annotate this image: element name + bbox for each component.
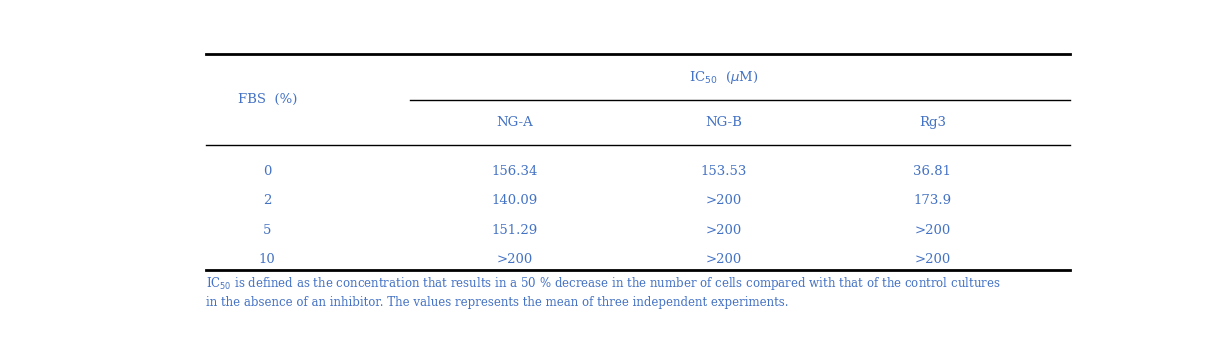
- Text: >200: >200: [915, 253, 950, 266]
- Text: 10: 10: [259, 253, 276, 266]
- Text: >200: >200: [915, 223, 950, 237]
- Text: FBS  (%): FBS (%): [238, 93, 297, 105]
- Text: >200: >200: [705, 253, 742, 266]
- Text: IC$_{50}$  ($\mu$M): IC$_{50}$ ($\mu$M): [689, 69, 758, 86]
- Text: 140.09: 140.09: [492, 194, 537, 207]
- Text: 0: 0: [264, 165, 271, 178]
- Text: >200: >200: [705, 194, 742, 207]
- Text: NG-B: NG-B: [705, 116, 742, 129]
- Text: 36.81: 36.81: [913, 165, 951, 178]
- Text: 5: 5: [264, 223, 271, 237]
- Text: 173.9: 173.9: [913, 194, 951, 207]
- Text: IC$_{50}$ is defined as the concentration that results in a 50 % decrease in the: IC$_{50}$ is defined as the concentratio…: [206, 275, 1000, 292]
- Text: Rg3: Rg3: [918, 116, 946, 129]
- Text: 151.29: 151.29: [492, 223, 537, 237]
- Text: 153.53: 153.53: [700, 165, 747, 178]
- Text: >200: >200: [497, 253, 532, 266]
- Text: in the absence of an inhibitor. The values represents the mean of three independ: in the absence of an inhibitor. The valu…: [206, 296, 788, 308]
- Text: 2: 2: [264, 194, 271, 207]
- Text: >200: >200: [705, 223, 742, 237]
- Text: NG-A: NG-A: [497, 116, 532, 129]
- Text: 156.34: 156.34: [492, 165, 537, 178]
